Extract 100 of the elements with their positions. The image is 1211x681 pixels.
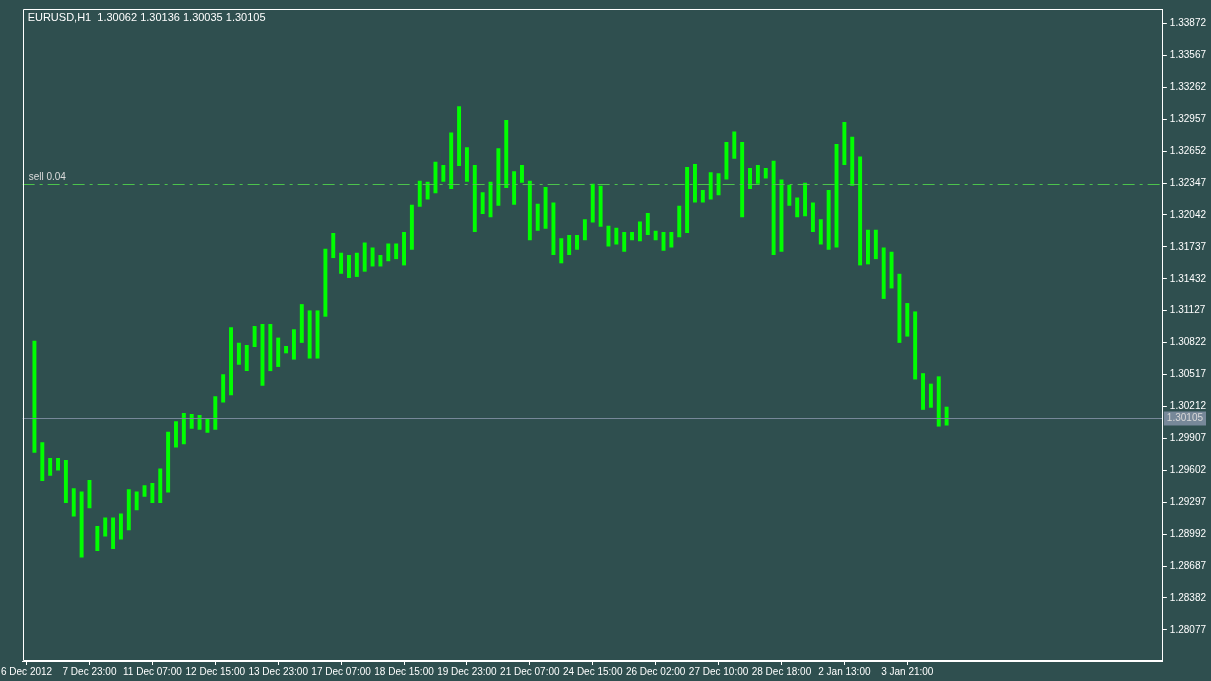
y-tick-label: 1.32957 xyxy=(1169,112,1207,124)
bar xyxy=(921,373,925,410)
bar xyxy=(417,180,422,207)
y-tick-label: 1.30212 xyxy=(1169,400,1207,412)
bar xyxy=(669,231,674,248)
y-tick-label: 1.32347 xyxy=(1169,176,1207,188)
y-tick-label: 1.29602 xyxy=(1169,464,1207,476)
bar xyxy=(118,513,123,540)
bar xyxy=(944,406,949,426)
bar xyxy=(386,243,391,262)
chart-title: EURUSD,H1 1.30062 1.30136 1.30035 1.30105 xyxy=(27,10,266,23)
bar xyxy=(748,168,752,190)
x-tick-label: 18 Dec 15:00 xyxy=(374,665,435,677)
bar xyxy=(111,517,116,550)
bar xyxy=(590,183,595,223)
bar xyxy=(810,202,815,232)
bar xyxy=(685,167,690,233)
bar xyxy=(677,205,682,238)
y-tick-label: 1.32652 xyxy=(1169,144,1207,156)
bar xyxy=(527,180,532,241)
bar xyxy=(362,242,367,272)
ref-line-label: 1.30105 xyxy=(1166,412,1204,424)
bar xyxy=(71,488,76,517)
bar xyxy=(472,164,477,232)
bar xyxy=(221,374,226,403)
bar xyxy=(732,131,737,159)
bar xyxy=(818,219,823,245)
y-tick-label: 1.33567 xyxy=(1169,49,1207,61)
bar xyxy=(889,251,894,289)
y-tick-label: 1.28687 xyxy=(1169,559,1207,571)
bar xyxy=(575,235,579,250)
bar xyxy=(936,376,941,427)
bar xyxy=(543,186,548,229)
bar xyxy=(425,181,430,200)
bar xyxy=(32,340,37,453)
bar xyxy=(763,168,768,179)
bar xyxy=(582,219,587,241)
bar xyxy=(693,163,697,203)
y-tick-label: 1.32042 xyxy=(1169,208,1207,220)
bar xyxy=(504,119,509,188)
bar xyxy=(339,252,344,274)
bar xyxy=(716,173,721,196)
x-tick-label: 24 Dec 15:00 xyxy=(563,665,623,677)
y-tick-label: 1.31127 xyxy=(1169,304,1206,316)
bar xyxy=(252,326,257,348)
y-tick-label: 1.31737 xyxy=(1169,240,1207,252)
bar xyxy=(299,304,304,343)
bar xyxy=(740,141,745,218)
x-tick-label: 12 Dec 15:00 xyxy=(185,665,246,677)
x-tick-label: 28 Dec 18:00 xyxy=(751,665,812,677)
x-tick-label: 26 Dec 02:00 xyxy=(625,665,686,677)
bar xyxy=(150,483,155,503)
bar xyxy=(795,197,800,218)
bar xyxy=(559,238,564,264)
bar xyxy=(48,457,53,476)
x-tick-label: 21 Dec 07:00 xyxy=(500,665,561,677)
y-tick-label: 1.29297 xyxy=(1169,495,1207,507)
bar xyxy=(496,148,501,206)
bar xyxy=(700,190,705,203)
y-tick-label: 1.33872 xyxy=(1169,17,1207,29)
bar xyxy=(913,311,918,380)
bar xyxy=(370,247,375,267)
bar xyxy=(205,418,210,433)
bar xyxy=(826,190,831,250)
bar xyxy=(598,185,603,227)
y-tick-label: 1.30822 xyxy=(1169,336,1207,348)
bar xyxy=(637,221,642,242)
bar xyxy=(236,342,241,365)
bar xyxy=(873,229,878,260)
bar xyxy=(567,235,572,255)
bar xyxy=(755,164,760,184)
bar xyxy=(614,227,619,245)
bar xyxy=(535,203,540,231)
y-tick-label: 1.31432 xyxy=(1169,272,1207,284)
bar xyxy=(323,248,328,317)
ref-line-label: sell 0.04 xyxy=(28,171,67,183)
x-tick-label: 2 Jan 13:00 xyxy=(818,665,871,677)
bar xyxy=(291,329,296,360)
bar xyxy=(708,172,713,200)
bar xyxy=(174,421,178,448)
bar xyxy=(158,468,163,503)
bar xyxy=(354,252,359,277)
bar xyxy=(787,184,792,206)
bar xyxy=(56,457,60,471)
bar xyxy=(480,192,485,215)
bar xyxy=(402,231,406,266)
bar xyxy=(449,132,454,190)
bar xyxy=(79,491,84,558)
bar xyxy=(284,345,289,354)
bar xyxy=(307,310,312,359)
bar xyxy=(134,491,139,511)
bar xyxy=(244,344,249,372)
x-tick-label: 13 Dec 23:00 xyxy=(248,665,309,677)
y-tick-label: 1.28382 xyxy=(1169,591,1207,603)
bar xyxy=(166,431,171,493)
bar xyxy=(441,164,446,182)
bar xyxy=(409,204,414,250)
bar xyxy=(95,526,100,552)
bar xyxy=(771,160,776,255)
y-tick-label: 1.28077 xyxy=(1169,623,1207,635)
